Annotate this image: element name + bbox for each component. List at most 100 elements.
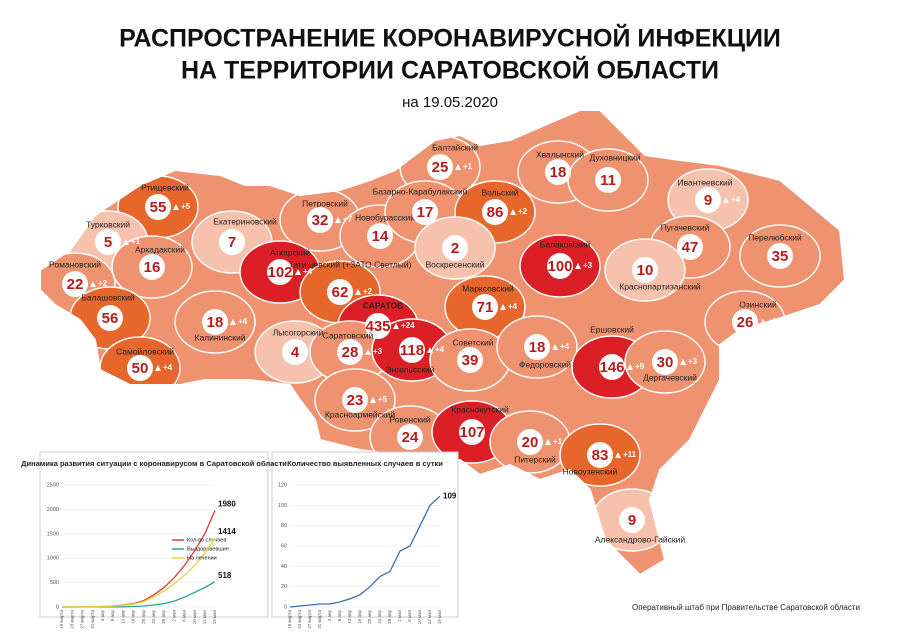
case-increase: +3 [583, 261, 593, 270]
case-count: 32 [312, 212, 329, 229]
case-increase: +5 [378, 395, 388, 404]
case-count: 20 [522, 434, 539, 451]
case-count: 18 [207, 314, 224, 331]
y-tick-label: 1000 [47, 556, 59, 562]
district-name: Ершовский [590, 324, 634, 334]
count-badge [367, 223, 393, 249]
increase-arrow [455, 164, 461, 170]
case-increase: +4 [731, 195, 741, 204]
count-badge [97, 305, 123, 331]
count-badge [427, 154, 453, 180]
increase-arrow [335, 217, 341, 223]
chart-panel [271, 451, 459, 618]
count-badge [62, 271, 88, 297]
case-count: 102 [267, 264, 292, 281]
x-tick-label: 24 апр [151, 610, 156, 624]
district-name: Калининский [195, 332, 246, 342]
district-name: Краснокутский [451, 404, 509, 414]
case-increase: +7 [343, 215, 353, 224]
case-increase: +4 [508, 302, 518, 311]
data-line [62, 537, 216, 608]
count-badge [587, 442, 613, 468]
increase-arrow [295, 269, 301, 275]
case-increase: +4 [163, 363, 173, 372]
case-count: 30 [657, 354, 674, 371]
x-tick-label: 12 апр [347, 610, 352, 624]
case-increase: +2 [98, 279, 108, 288]
case-count: 39 [462, 352, 479, 369]
x-tick-label: 16 апр [357, 610, 362, 624]
case-count: 11 [600, 172, 616, 189]
district-name: Озинский [739, 299, 777, 309]
district-name: Екатериновский [213, 216, 277, 226]
count-badge [307, 207, 333, 233]
x-tick-label: 8 апр [110, 610, 115, 622]
increase-arrow [680, 359, 686, 365]
district-name: Романовский [49, 259, 101, 269]
district-name: Перелюбский [748, 232, 802, 242]
count-badge [399, 337, 425, 363]
district-name: Ивантеевский [677, 177, 732, 187]
y-tick-label: 60 [281, 543, 287, 549]
case-count: 47 [682, 239, 699, 256]
case-increase: +1 [553, 437, 563, 446]
count-badge [337, 339, 363, 365]
count-badge [95, 229, 121, 255]
date: на 19.05.2020 [402, 94, 498, 111]
district-name: Турковский [86, 219, 130, 229]
case-increase: +4 [238, 317, 248, 326]
count-badge [127, 355, 153, 381]
case-count: 14 [372, 228, 389, 245]
x-tick-label: 19 марта [287, 610, 292, 629]
count-badge [472, 294, 498, 320]
case-increase: +5 [181, 202, 191, 211]
count-badge [632, 257, 658, 283]
case-count: 18 [529, 339, 546, 356]
count-badge [139, 254, 165, 280]
y-tick-label: 1500 [47, 531, 59, 537]
district-name: Балтайский [432, 142, 478, 152]
district-name: Федоровский [519, 359, 571, 369]
count-badge [327, 279, 353, 305]
count-badge [365, 313, 391, 339]
district-name: Вольский [481, 187, 518, 197]
increase-arrow [173, 204, 179, 210]
case-count: 9 [704, 192, 712, 209]
x-tick-label: 2 мая [171, 609, 176, 621]
case-count: 28 [342, 344, 359, 361]
y-tick-label: 0 [284, 604, 287, 610]
x-tick-label: 19 мая [212, 609, 217, 624]
end-value-label: 1414 [218, 527, 236, 536]
case-increase: +3 [688, 357, 698, 366]
count-badge [767, 243, 793, 269]
count-badge [524, 334, 550, 360]
increase-arrow [545, 439, 551, 445]
y-tick-label: 120 [278, 482, 287, 488]
case-count: 86 [487, 204, 504, 221]
legend-label: Кол-во случаев [187, 537, 226, 543]
district-name: Балашовский [81, 292, 135, 302]
district-name: Александрово-Гайский [595, 534, 686, 544]
district-name: Краснопартизанский [619, 281, 701, 291]
case-count: 9 [628, 512, 636, 529]
chart-panel [39, 451, 269, 618]
x-tick-label: 16 апр [131, 610, 136, 624]
count-badge [219, 229, 245, 255]
x-tick-label: 8 апр [337, 610, 342, 622]
case-count: 118 [400, 342, 424, 359]
case-count: 50 [132, 360, 149, 377]
district-name: САРАТОВ [363, 300, 403, 310]
increase-arrow [627, 364, 633, 370]
increase-arrow [355, 289, 361, 295]
case-count: 435 [365, 318, 390, 335]
count-badge [202, 309, 228, 335]
district-name: Духовницкий [589, 152, 640, 162]
district-name: Новобурасский [355, 212, 415, 222]
case-increase: +4 [435, 345, 445, 354]
footer: Оперативный штаб при Правительстве Сарат… [632, 603, 860, 612]
district-name: Саратовский [323, 330, 374, 340]
count-badge [545, 159, 571, 185]
x-tick-label: 10 мая [417, 609, 422, 624]
increase-arrow [760, 319, 766, 325]
count-badge [397, 424, 423, 450]
